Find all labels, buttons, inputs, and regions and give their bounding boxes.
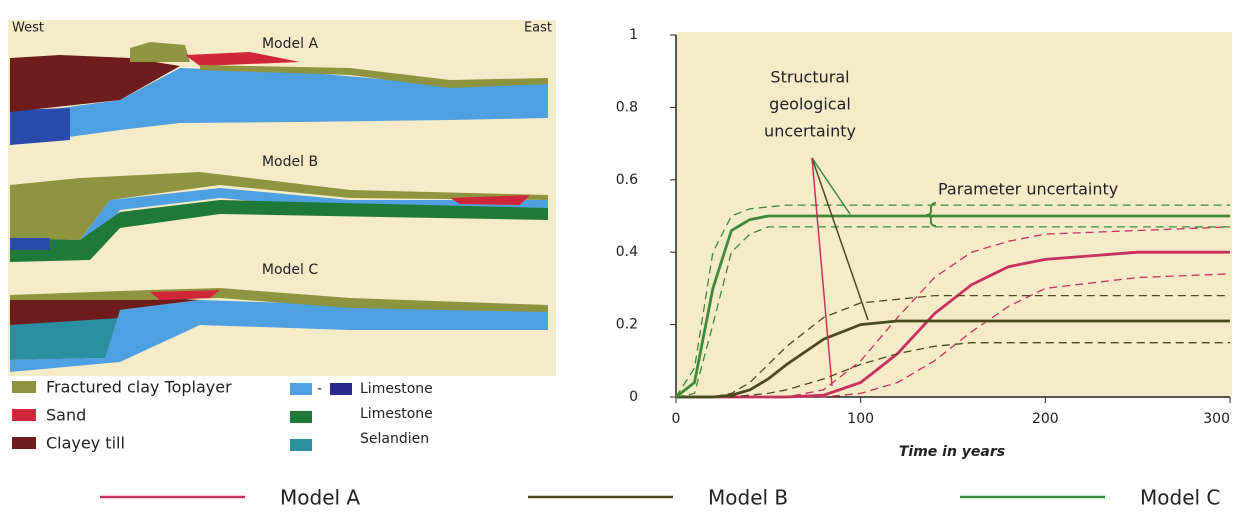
layer-toplayer bbox=[10, 172, 548, 240]
y-tick-label: 0.4 bbox=[616, 244, 638, 260]
layer-toplayer bbox=[130, 42, 190, 62]
y-tick-label: 0.6 bbox=[616, 172, 638, 188]
layer-limestone-green bbox=[10, 200, 548, 262]
layer-toplayer bbox=[200, 65, 548, 88]
layer-clayey-till bbox=[10, 55, 180, 112]
legend-joiner: - bbox=[317, 381, 322, 397]
series-line bbox=[676, 319, 1230, 399]
legend-swatch bbox=[290, 383, 312, 395]
legend-label: Selandien bbox=[360, 431, 429, 447]
legend-swatch bbox=[290, 411, 312, 423]
x-tick-label: 100 bbox=[847, 411, 874, 427]
pointer-line bbox=[811, 157, 833, 387]
legend-swatch bbox=[12, 409, 36, 421]
legend-label: Limestone bbox=[360, 381, 433, 397]
legend-swatch bbox=[330, 383, 352, 395]
legend-label: Sand bbox=[46, 406, 86, 425]
legend-label: Model B bbox=[708, 486, 788, 510]
y-tick-label: 1 bbox=[629, 27, 638, 43]
y-tick-label: 0 bbox=[629, 389, 638, 405]
model-label: Model A bbox=[262, 36, 318, 52]
annotation: Structural bbox=[770, 68, 849, 87]
legend-swatch bbox=[12, 381, 36, 393]
model-label: Model C bbox=[262, 262, 318, 278]
layer-limestone bbox=[80, 188, 548, 250]
west-label: West bbox=[12, 21, 44, 36]
uncertainty-bound bbox=[675, 226, 1230, 398]
legend-label: Model C bbox=[1140, 486, 1220, 510]
line-chart: 0 0.2 0.4 0.6 0.8 1 0 100 200 300 Time in years Mod… bbox=[100, 27, 1232, 510]
plot-background bbox=[676, 32, 1232, 397]
uncertainty-bound bbox=[675, 204, 1230, 398]
series-line bbox=[675, 214, 1230, 399]
x-tick-label: 0 bbox=[672, 411, 681, 427]
layer-sand bbox=[185, 52, 300, 66]
layer-limestone-dark bbox=[10, 108, 70, 145]
y-tick-label: 0.2 bbox=[616, 317, 638, 333]
model-label: Model B bbox=[262, 154, 318, 170]
layer-selandien bbox=[10, 318, 120, 360]
layer-sand bbox=[150, 290, 220, 300]
bracket bbox=[925, 202, 937, 227]
annotation: geological bbox=[769, 95, 851, 114]
legend-label: Fractured clay Toplayer bbox=[46, 378, 232, 397]
cross-section: West East Model A Model B Model C Fractu… bbox=[8, 20, 556, 453]
legend-swatch bbox=[290, 439, 312, 451]
layer-sand bbox=[450, 195, 530, 205]
legend-label: Clayey till bbox=[46, 434, 125, 453]
legend-label: Limestone bbox=[360, 406, 433, 422]
annotation: uncertainty bbox=[764, 122, 856, 141]
pointer-line bbox=[811, 157, 869, 321]
layer-limestone bbox=[10, 68, 548, 145]
y-tick-label: 0.8 bbox=[616, 99, 638, 115]
east-label: East bbox=[524, 21, 552, 36]
layer-limestone bbox=[10, 300, 548, 372]
x-tick-label: 300 bbox=[1203, 411, 1230, 427]
x-tick-label: 200 bbox=[1032, 411, 1059, 427]
legend-swatch bbox=[12, 437, 36, 449]
annotation: Parameter uncertainty bbox=[938, 180, 1118, 199]
pointer-line bbox=[811, 157, 851, 215]
layer-limestone-dark bbox=[10, 238, 50, 250]
x-axis-label: Time in years bbox=[899, 444, 1005, 460]
layer-toplayer bbox=[10, 288, 548, 312]
legend-label: Model A bbox=[280, 486, 360, 510]
